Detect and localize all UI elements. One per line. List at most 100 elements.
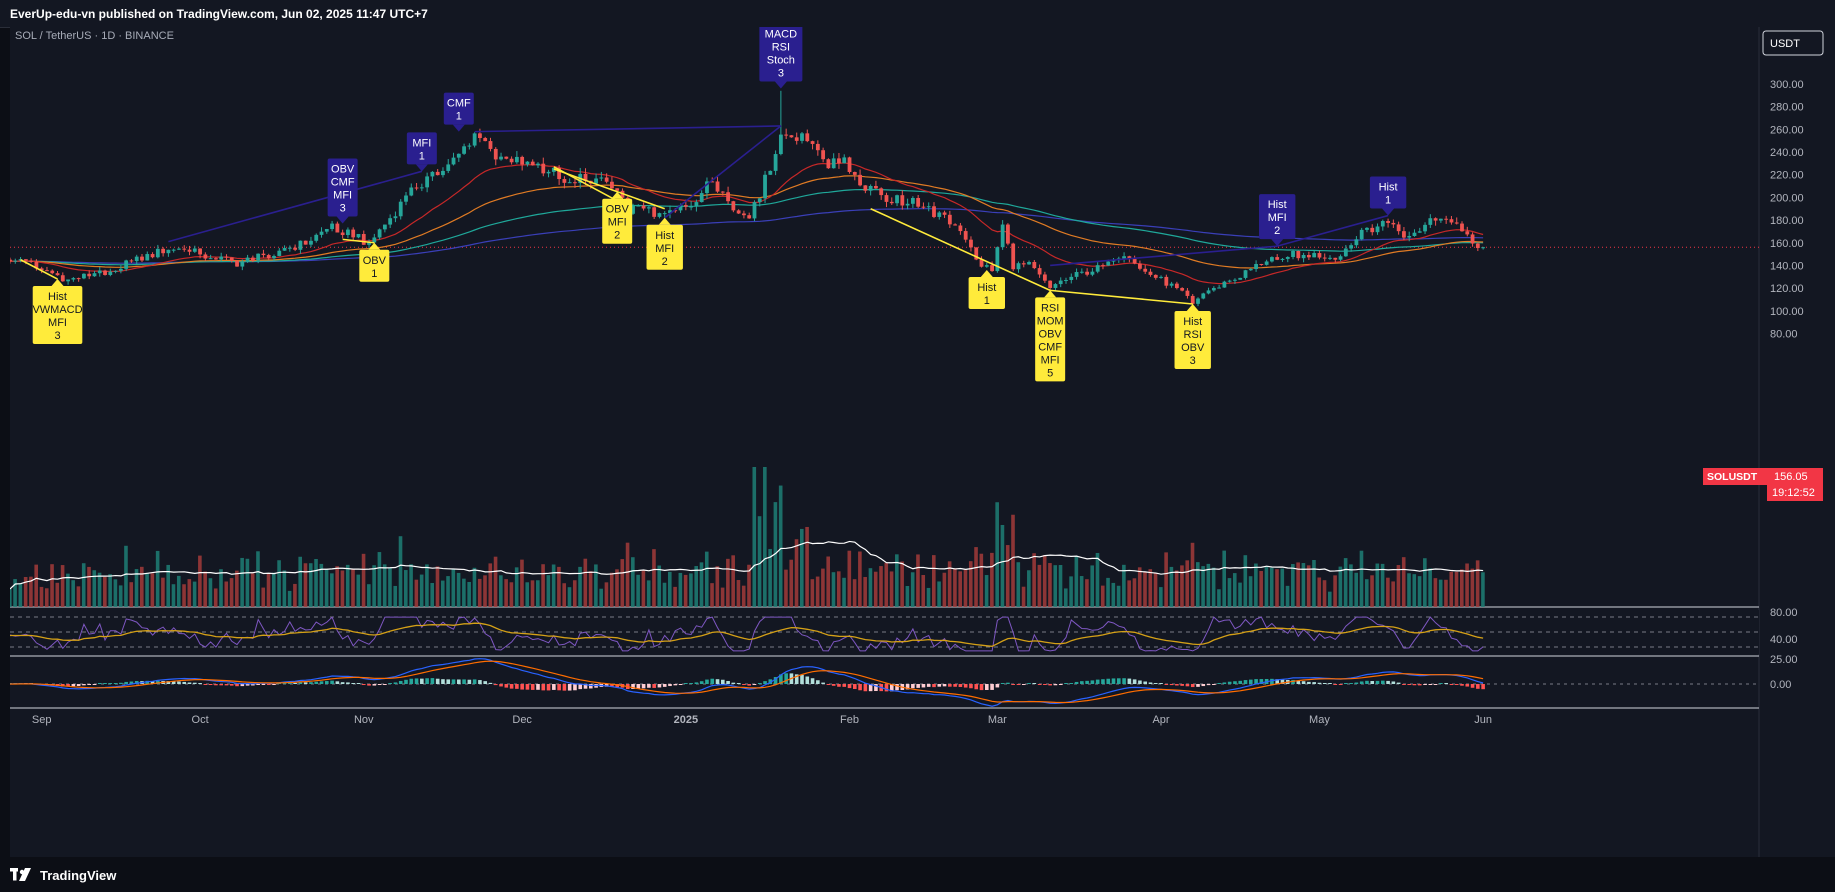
macd-histogram-bar: [145, 680, 150, 684]
macd-histogram-bar: [97, 683, 102, 684]
currency-label: USDT: [1770, 38, 1800, 50]
macd-histogram-bar: [1006, 682, 1010, 684]
macd-histogram-bar: [668, 684, 672, 687]
divergence-line: [553, 168, 665, 210]
candle-body: [129, 260, 134, 262]
candle-body: [1006, 224, 1010, 244]
macd-histogram-bar: [1238, 680, 1243, 684]
candle-body: [673, 210, 678, 212]
macd-histogram-bar: [420, 678, 424, 684]
price-tick: 160.00: [1770, 238, 1804, 250]
volume-bar: [277, 560, 281, 607]
volume-bar: [889, 571, 894, 607]
candle-body: [726, 192, 730, 202]
time-tick: Apr: [1152, 714, 1169, 726]
macd-histogram-bar: [884, 684, 889, 692]
volume-bar: [361, 553, 366, 607]
tradingview-logo[interactable]: TradingView: [10, 866, 116, 884]
volume-bar: [124, 545, 128, 607]
volume-bar: [1380, 563, 1385, 607]
macd-histogram-bar: [1317, 682, 1322, 684]
price-tick: 260.00: [1770, 124, 1804, 136]
macd-histogram-bar: [678, 684, 683, 685]
candle-body: [1285, 256, 1290, 259]
candle-body: [969, 239, 973, 248]
macd-histogram-bar: [198, 683, 202, 684]
candle-body: [1138, 263, 1142, 269]
volume-bar: [1386, 577, 1390, 607]
candle-body: [1386, 221, 1390, 223]
label-box: [443, 92, 474, 125]
divergence-line: [1276, 214, 1389, 247]
price-badge-symbol: SOLUSDT: [1707, 471, 1758, 483]
candle-body: [1248, 269, 1253, 271]
label-pointer: [658, 217, 671, 225]
label-box: [32, 286, 83, 345]
volume-bar: [203, 571, 207, 607]
volume-bar: [1042, 555, 1047, 607]
candle-body: [462, 146, 466, 154]
macd-histogram-bar: [1291, 679, 1295, 684]
macd-histogram-bar: [858, 684, 862, 691]
macd-histogram-bar: [1000, 683, 1005, 684]
currency-button[interactable]: USDT: [1762, 30, 1824, 56]
volume-bar: [166, 564, 170, 607]
candle-body: [23, 259, 28, 261]
candle-body: [377, 229, 382, 238]
candle-body: [55, 273, 60, 276]
volume-bar: [520, 559, 524, 607]
candle-body: [45, 270, 49, 272]
volume-bar: [1174, 570, 1179, 607]
macd-histogram-bar: [1206, 684, 1211, 686]
macd-histogram-bar: [182, 681, 187, 684]
volume-bar: [873, 571, 878, 607]
time-axis: Sep Oct Nov Dec 2025 Feb Mar Apr May Jun: [32, 714, 1492, 726]
macd-histogram-bar: [314, 681, 319, 684]
candle-body: [1201, 293, 1206, 299]
candle-body: [483, 138, 488, 142]
candle-body: [937, 212, 942, 217]
candle-body: [520, 156, 525, 165]
macd-histogram-bar: [1143, 681, 1147, 684]
macd-histogram-bar: [742, 684, 746, 685]
candle-body: [303, 240, 308, 245]
macd-histogram-bar: [874, 684, 878, 692]
macd-histogram-bar: [483, 681, 487, 684]
volume-bar: [1322, 580, 1327, 607]
volume-bar: [219, 569, 223, 607]
macd-histogram-bar: [1217, 683, 1221, 684]
macd-histogram-bar: [119, 682, 123, 684]
candle-body: [1227, 280, 1232, 282]
candle-body: [1322, 257, 1327, 259]
candle-body: [187, 249, 192, 252]
volume-bar: [1153, 572, 1158, 607]
macd-histogram-bar: [446, 679, 451, 684]
macd-histogram-bar: [610, 684, 614, 687]
macd-histogram-bar: [1233, 681, 1237, 684]
chart-area[interactable]: SOL / TetherUS · 1D · BINANCE Hist VWMACD…: [8, 23, 1835, 857]
candle-body: [50, 270, 55, 274]
macd-histogram-bar: [784, 673, 788, 684]
volume-bar: [1053, 565, 1058, 607]
volume-bar: [752, 467, 757, 607]
tradingview-brand: TradingView: [40, 867, 117, 883]
divergence-lines: [20, 125, 1389, 305]
volume-bar: [1037, 564, 1042, 607]
candle-body: [277, 250, 282, 256]
label-pointer: [980, 269, 993, 277]
volume-bar: [599, 588, 603, 607]
candle-body: [256, 253, 261, 261]
price-chart[interactable]: SOL / TetherUS · 1D · BINANCE HistVWMACD…: [8, 23, 1835, 857]
macd-histogram-bar: [816, 680, 820, 684]
macd-histogram-bar: [1359, 681, 1364, 684]
macd-histogram-bar: [472, 679, 477, 684]
macd-histogram-bar: [847, 684, 852, 689]
candle-body: [514, 156, 519, 163]
volume-bar: [108, 574, 112, 607]
candle-body: [594, 178, 598, 184]
candle-body: [1359, 229, 1364, 240]
volume-bar: [261, 587, 266, 607]
candle-body: [1238, 277, 1243, 280]
volume-bar: [1095, 552, 1100, 607]
candle-body: [826, 159, 831, 169]
